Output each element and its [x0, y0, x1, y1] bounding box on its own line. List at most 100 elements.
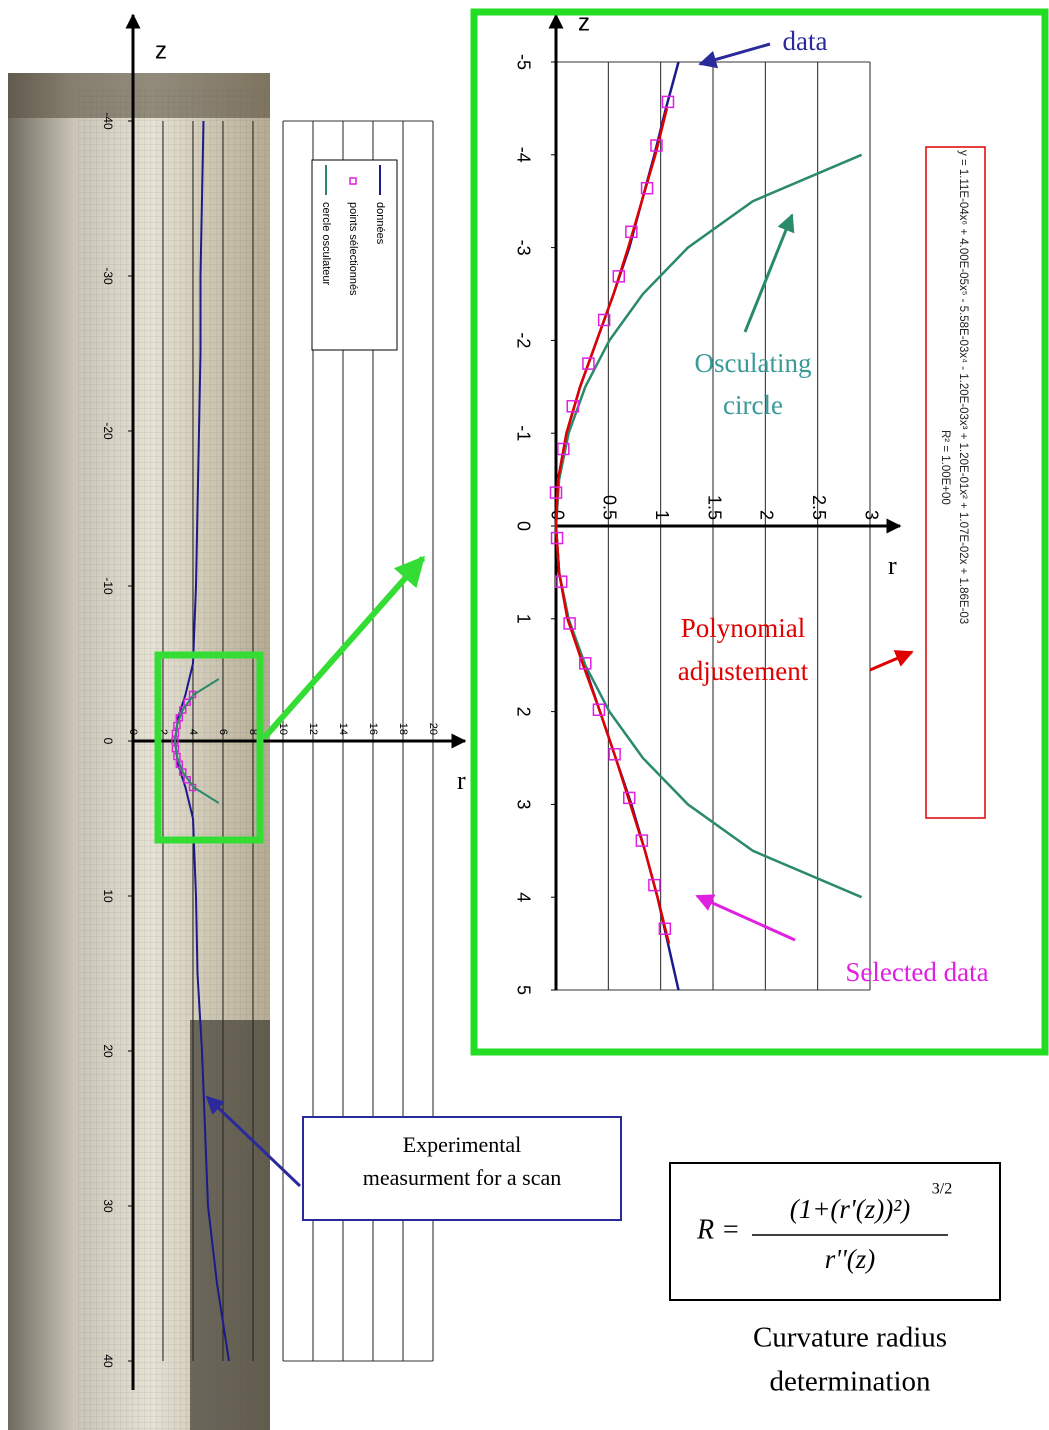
data-point: [566, 400, 579, 413]
annotation: Polynomial: [681, 613, 806, 643]
zoom-box: [154, 651, 264, 844]
r-tick-label: 6: [217, 729, 229, 735]
data-point: [658, 922, 672, 936]
data-point: [549, 486, 563, 499]
z-tick-label: 30: [101, 1199, 115, 1213]
r-tick-label: 2.5: [809, 495, 829, 520]
photo-background: [8, 73, 270, 1430]
z-tick-label: -20: [101, 422, 115, 440]
z-tick-label: -4: [513, 147, 533, 163]
legend-label: points sélectionnés: [347, 202, 359, 296]
legend-label: données: [374, 202, 386, 245]
r-tick-label: 2: [757, 510, 777, 520]
series-line: [173, 678, 220, 804]
data-point: [597, 313, 611, 327]
arrow: [869, 650, 914, 672]
callout-text: measurment for a scan: [363, 1165, 562, 1190]
annotation: data: [783, 26, 828, 56]
z-tick-label: -30: [101, 267, 115, 285]
r-tick-label: 10: [277, 723, 289, 735]
legend-label: cercle osculateur: [320, 202, 332, 285]
r-tick-label: 1.5: [704, 495, 724, 520]
callout-text: Experimental: [403, 1132, 522, 1157]
formula-box: [669, 1162, 1001, 1301]
annotation: Selected data: [845, 957, 988, 987]
z-tick-label: 2: [513, 707, 533, 717]
r-tick-label: 2: [157, 729, 169, 735]
r-tick-label: 3: [861, 510, 881, 520]
z-axis-label: z: [155, 37, 167, 64]
z-tick-label: 1: [513, 614, 533, 624]
z-tick-label: 20: [101, 1044, 115, 1058]
formula-exponent: 3/2: [932, 1181, 952, 1198]
z-tick-label: -10: [101, 577, 115, 595]
data-point: [612, 270, 626, 283]
z-tick-label: 40: [101, 1354, 115, 1368]
data-point: [623, 791, 636, 805]
arrow: [695, 894, 796, 942]
z-tick-label: 4: [513, 892, 533, 902]
data-point: [650, 139, 663, 152]
data-point: [648, 878, 661, 892]
z-tick-label: 5: [513, 985, 533, 995]
left-chart: 02468101214161820-40-30-20-10010203040zr…: [101, 13, 467, 1390]
z-tick-label: 10: [101, 889, 115, 903]
data-point: [179, 706, 187, 714]
data-point: [592, 703, 606, 716]
zoom-frame: [470, 8, 1049, 1056]
legend-box: [311, 159, 398, 351]
annotation: adjustement: [678, 656, 809, 686]
formula-numerator: (1+(r'(z))²): [790, 1194, 911, 1224]
data-point: [640, 181, 654, 195]
z-tick-label: 3: [513, 799, 533, 809]
r-squared: R² = 1.00E+00: [939, 430, 951, 505]
equation-box: [925, 146, 986, 819]
formula-denominator: r''(z): [825, 1244, 876, 1274]
legend: données points sélectionnés cercle osculat…: [311, 159, 398, 351]
equation: y = 1.11E-04x⁶ + 4.00E-05x⁵ - 5.58E-03x⁴…: [957, 150, 969, 624]
data-point: [179, 768, 187, 776]
caption: Curvature radius: [753, 1322, 947, 1354]
series-line: [554, 108, 671, 944]
z-tick-label: -5: [513, 54, 533, 70]
data-point: [563, 617, 576, 630]
zoom-arrow: [261, 555, 426, 740]
r-tick-label: 18: [397, 723, 409, 735]
annotation: circle: [723, 390, 783, 420]
data-point: [661, 95, 675, 109]
r-tick-label: 0.5: [600, 495, 620, 520]
z-axis-label: z: [578, 9, 590, 36]
data-point: [625, 225, 638, 239]
r-tick-label: 16: [367, 723, 379, 735]
data-point: [554, 575, 568, 588]
z-tick-label: -1: [513, 425, 533, 441]
r-tick-label: 12: [307, 723, 319, 735]
data-point: [608, 748, 621, 761]
r-tick-label: 20: [427, 723, 439, 735]
caption: determination: [769, 1366, 931, 1398]
arrow: [743, 213, 795, 333]
data-point: [557, 442, 570, 456]
callout-box: [302, 1116, 622, 1221]
r-tick-label: 14: [337, 723, 349, 735]
z-tick-label: 0: [513, 521, 533, 531]
r-tick-label: 8: [247, 729, 259, 735]
annotation: Osculating: [695, 348, 812, 378]
legend-swatch: [349, 177, 357, 185]
data-point: [579, 657, 592, 670]
r-axis-label: r: [888, 551, 897, 580]
data-point: [635, 834, 649, 847]
arrow: [698, 42, 771, 69]
r-tick-label: 1: [652, 510, 672, 520]
r-axis-label: r: [457, 766, 466, 795]
formula-lhs: R =: [696, 1214, 740, 1245]
z-tick-label: -3: [513, 240, 533, 256]
z-tick-label: -2: [513, 332, 533, 348]
r-tick-label: 4: [187, 729, 199, 735]
data-point: [582, 357, 595, 370]
arrow: [205, 1095, 302, 1188]
z-tick-label: 0: [101, 738, 115, 745]
z-tick-label: -40: [101, 112, 115, 130]
